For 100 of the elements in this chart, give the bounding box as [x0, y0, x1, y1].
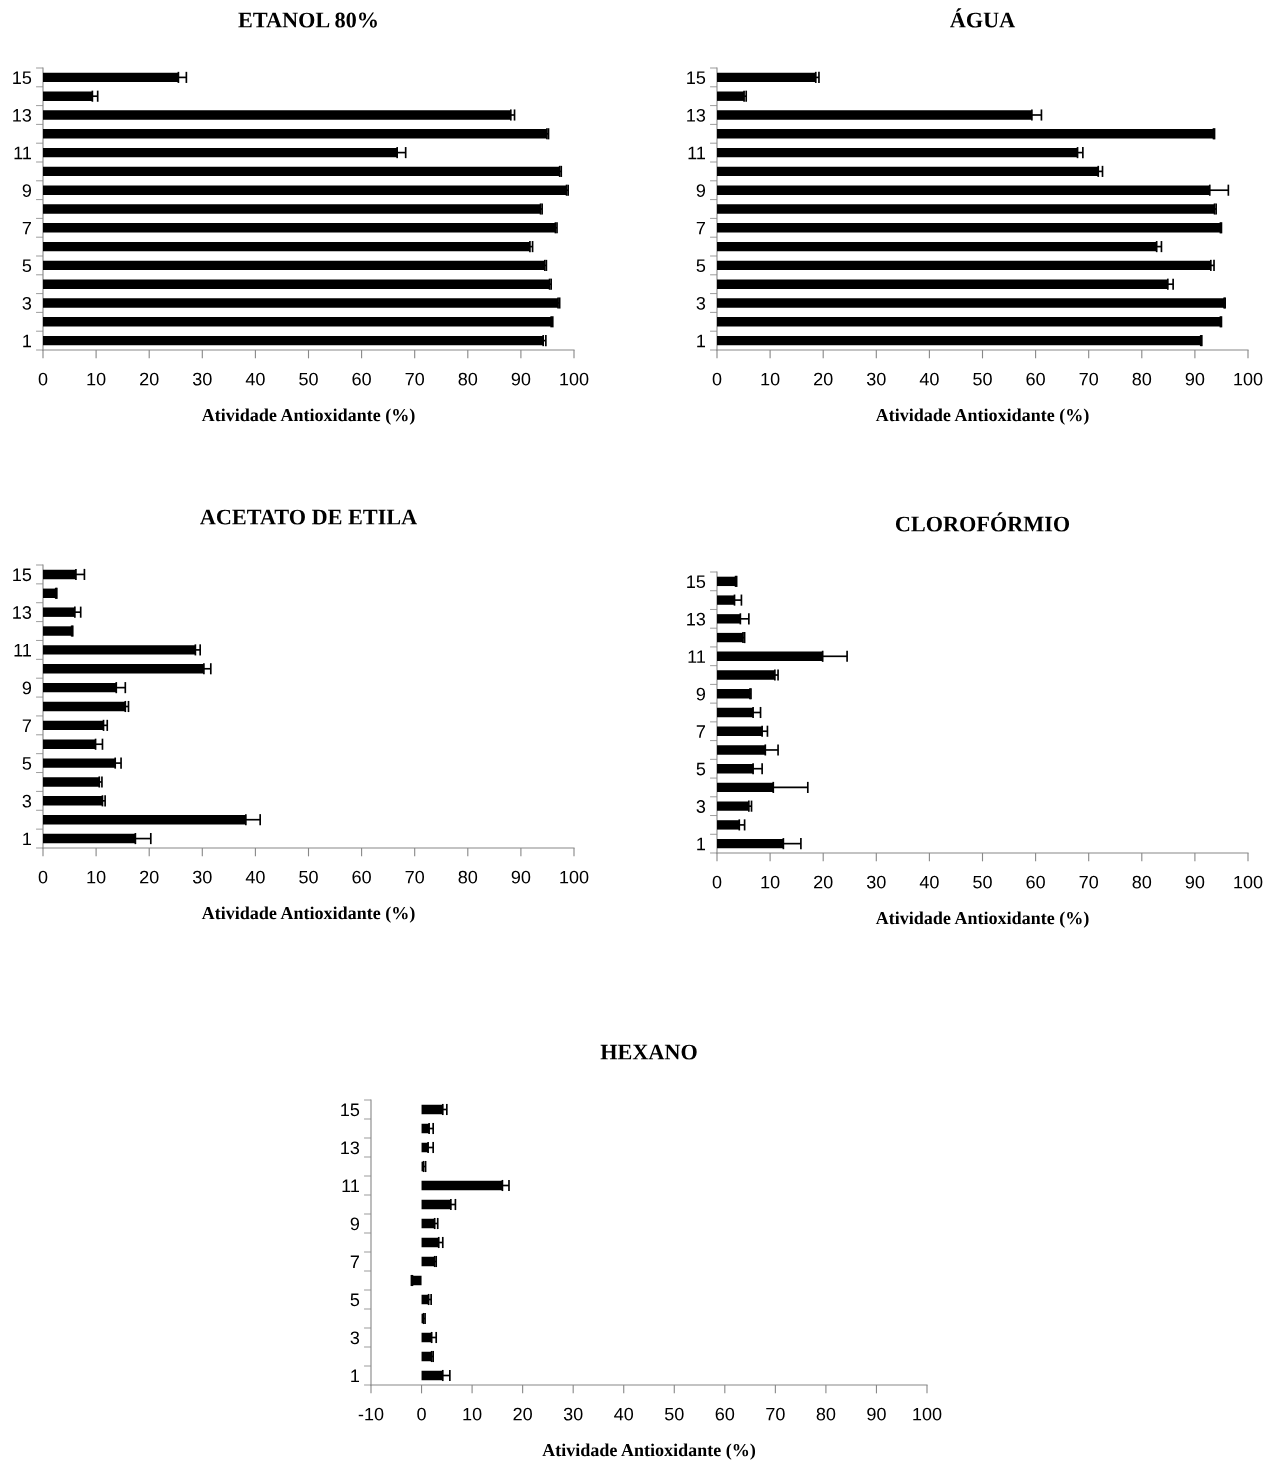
bar: [43, 185, 567, 195]
x-tick-label: 30: [866, 372, 886, 386]
bar: [717, 166, 1099, 177]
x-tick-label: 90: [1185, 372, 1205, 386]
x-tick-label: 30: [192, 372, 212, 386]
bar: [43, 223, 556, 233]
x-tick-label: 60: [352, 870, 371, 884]
chart-title: ETANOL 80%: [238, 12, 377, 28]
bar: [717, 576, 736, 587]
x-tick-label: 100: [1234, 372, 1263, 386]
y-tick-label: 13: [687, 108, 706, 122]
bar: [43, 335, 544, 346]
y-tick-label: 1: [23, 334, 32, 348]
x-tick-label: 60: [1026, 875, 1045, 889]
bar: [43, 204, 541, 214]
bar: [717, 298, 1225, 308]
bar: [717, 223, 1221, 233]
x-tick-label: 90: [511, 870, 531, 884]
y-tick-label: 3: [696, 800, 706, 813]
x-tick-label: 0: [38, 870, 48, 884]
bar: [717, 129, 1214, 139]
x-tick-label: 20: [140, 372, 159, 386]
y-tick-label: 9: [22, 184, 32, 197]
bar: [717, 335, 1201, 346]
bar: [43, 701, 126, 712]
x-tick-label: 70: [1079, 875, 1099, 889]
y-tick-label: 15: [13, 71, 32, 85]
bar: [43, 298, 559, 308]
x-tick-label: 80: [1132, 372, 1152, 386]
x-tick-label: 10: [761, 372, 780, 386]
x-tick-label: 50: [973, 372, 992, 386]
x-tick-label: 100: [1234, 875, 1263, 889]
y-tick-label: 11: [14, 644, 32, 657]
x-tick-label: 20: [513, 1407, 532, 1421]
bar: [717, 241, 1157, 252]
bar: [43, 110, 511, 120]
chart-title: HEXANO: [600, 1044, 697, 1060]
bar: [717, 204, 1215, 214]
chart-title: ACETATO DE ETILA: [200, 509, 418, 525]
bar: [717, 72, 816, 83]
bar: [717, 801, 749, 811]
x-tick-label: 40: [919, 372, 939, 386]
x-tick-label: 60: [352, 372, 371, 386]
bar: [43, 758, 116, 768]
x-tick-label: 70: [1079, 372, 1099, 386]
x-tick-label: 40: [919, 875, 939, 889]
bar: [421, 1294, 429, 1305]
bar: [43, 317, 552, 327]
bar: [43, 645, 196, 655]
bar: [421, 1237, 439, 1248]
bar: [717, 279, 1168, 289]
y-tick-label: 5: [350, 1293, 360, 1307]
bar: [717, 317, 1221, 327]
bar: [421, 1218, 435, 1229]
x-tick-label: 100: [560, 372, 589, 386]
x-tick-label: 40: [245, 372, 265, 386]
bar: [717, 260, 1211, 271]
y-tick-label: 11: [688, 650, 706, 663]
bar: [421, 1332, 432, 1343]
x-tick-label: 60: [1026, 372, 1045, 386]
bar: [421, 1199, 451, 1210]
bar: [421, 1256, 435, 1267]
y-tick-label: 9: [696, 184, 706, 197]
y-tick-label: 7: [696, 725, 705, 738]
bar: [43, 777, 100, 787]
y-tick-label: 5: [696, 762, 706, 776]
bar: [717, 147, 1078, 158]
y-tick-label: 13: [13, 108, 32, 122]
bar: [717, 820, 740, 830]
x-tick-label: 90: [511, 372, 531, 386]
y-tick-label: 9: [350, 1217, 360, 1231]
x-tick-label: 40: [245, 870, 265, 884]
x-tick-label: 90: [867, 1407, 886, 1421]
chart-title: CLOROFÓRMIO: [895, 512, 1070, 532]
x-tick-label: 30: [563, 1407, 583, 1421]
x-tick-label: 10: [87, 372, 106, 386]
y-tick-label: 7: [350, 1255, 359, 1269]
bar: [421, 1351, 432, 1362]
y-tick-label: 11: [14, 146, 32, 160]
x-axis-title: Atividade Antioxidante (%): [875, 408, 1089, 425]
y-tick-label: 15: [13, 568, 32, 582]
x-tick-label: 80: [816, 1407, 836, 1421]
x-tick-label: 60: [715, 1407, 735, 1421]
x-tick-label: 100: [913, 1407, 942, 1421]
bar: [43, 260, 545, 271]
y-tick-label: 3: [22, 296, 32, 310]
bar: [43, 588, 56, 599]
y-tick-label: 1: [23, 832, 32, 846]
bar: [717, 670, 775, 680]
y-tick-label: 1: [697, 334, 706, 348]
x-tick-label: 80: [1132, 875, 1152, 889]
y-tick-label: 11: [342, 1179, 360, 1193]
y-tick-label: 13: [687, 612, 706, 626]
bar: [43, 129, 547, 139]
bar: [717, 91, 745, 101]
bar: [43, 166, 560, 177]
x-tick-label: -10: [358, 1407, 384, 1421]
x-tick-label: 50: [664, 1407, 684, 1421]
bar: [43, 241, 530, 252]
x-tick-label: 10: [463, 1407, 482, 1421]
